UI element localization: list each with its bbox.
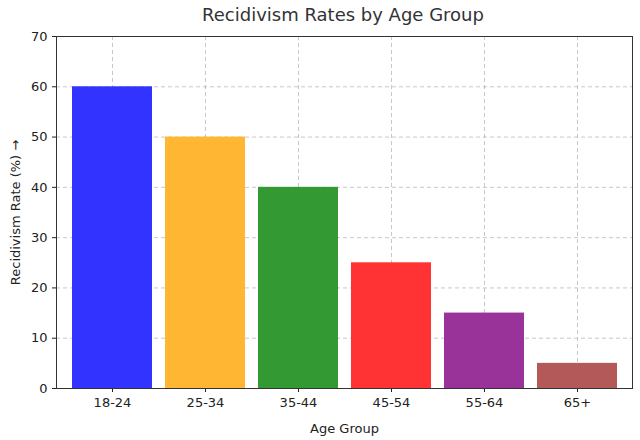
svg-text:Recidivism Rate (%) →: Recidivism Rate (%) →	[8, 140, 23, 286]
svg-text:65+: 65+	[564, 395, 591, 410]
svg-text:50: 50	[31, 129, 48, 144]
svg-text:45-54: 45-54	[373, 395, 411, 410]
svg-text:35-44: 35-44	[280, 395, 318, 410]
svg-text:18-24: 18-24	[94, 395, 132, 410]
svg-text:Age Group: Age Group	[310, 421, 379, 436]
svg-text:55-64: 55-64	[466, 395, 504, 410]
svg-text:0: 0	[39, 381, 47, 396]
svg-text:25-34: 25-34	[187, 395, 225, 410]
svg-text:20: 20	[31, 280, 48, 295]
svg-text:70: 70	[31, 29, 48, 44]
html-text:Recidivism Rates by Age Group: Recidivism Rates by Age Group	[202, 4, 484, 25]
svg-text:30: 30	[31, 230, 48, 245]
svg-text:40: 40	[31, 180, 48, 195]
svg-text:10: 10	[31, 330, 48, 345]
svg-text:60: 60	[31, 79, 48, 94]
